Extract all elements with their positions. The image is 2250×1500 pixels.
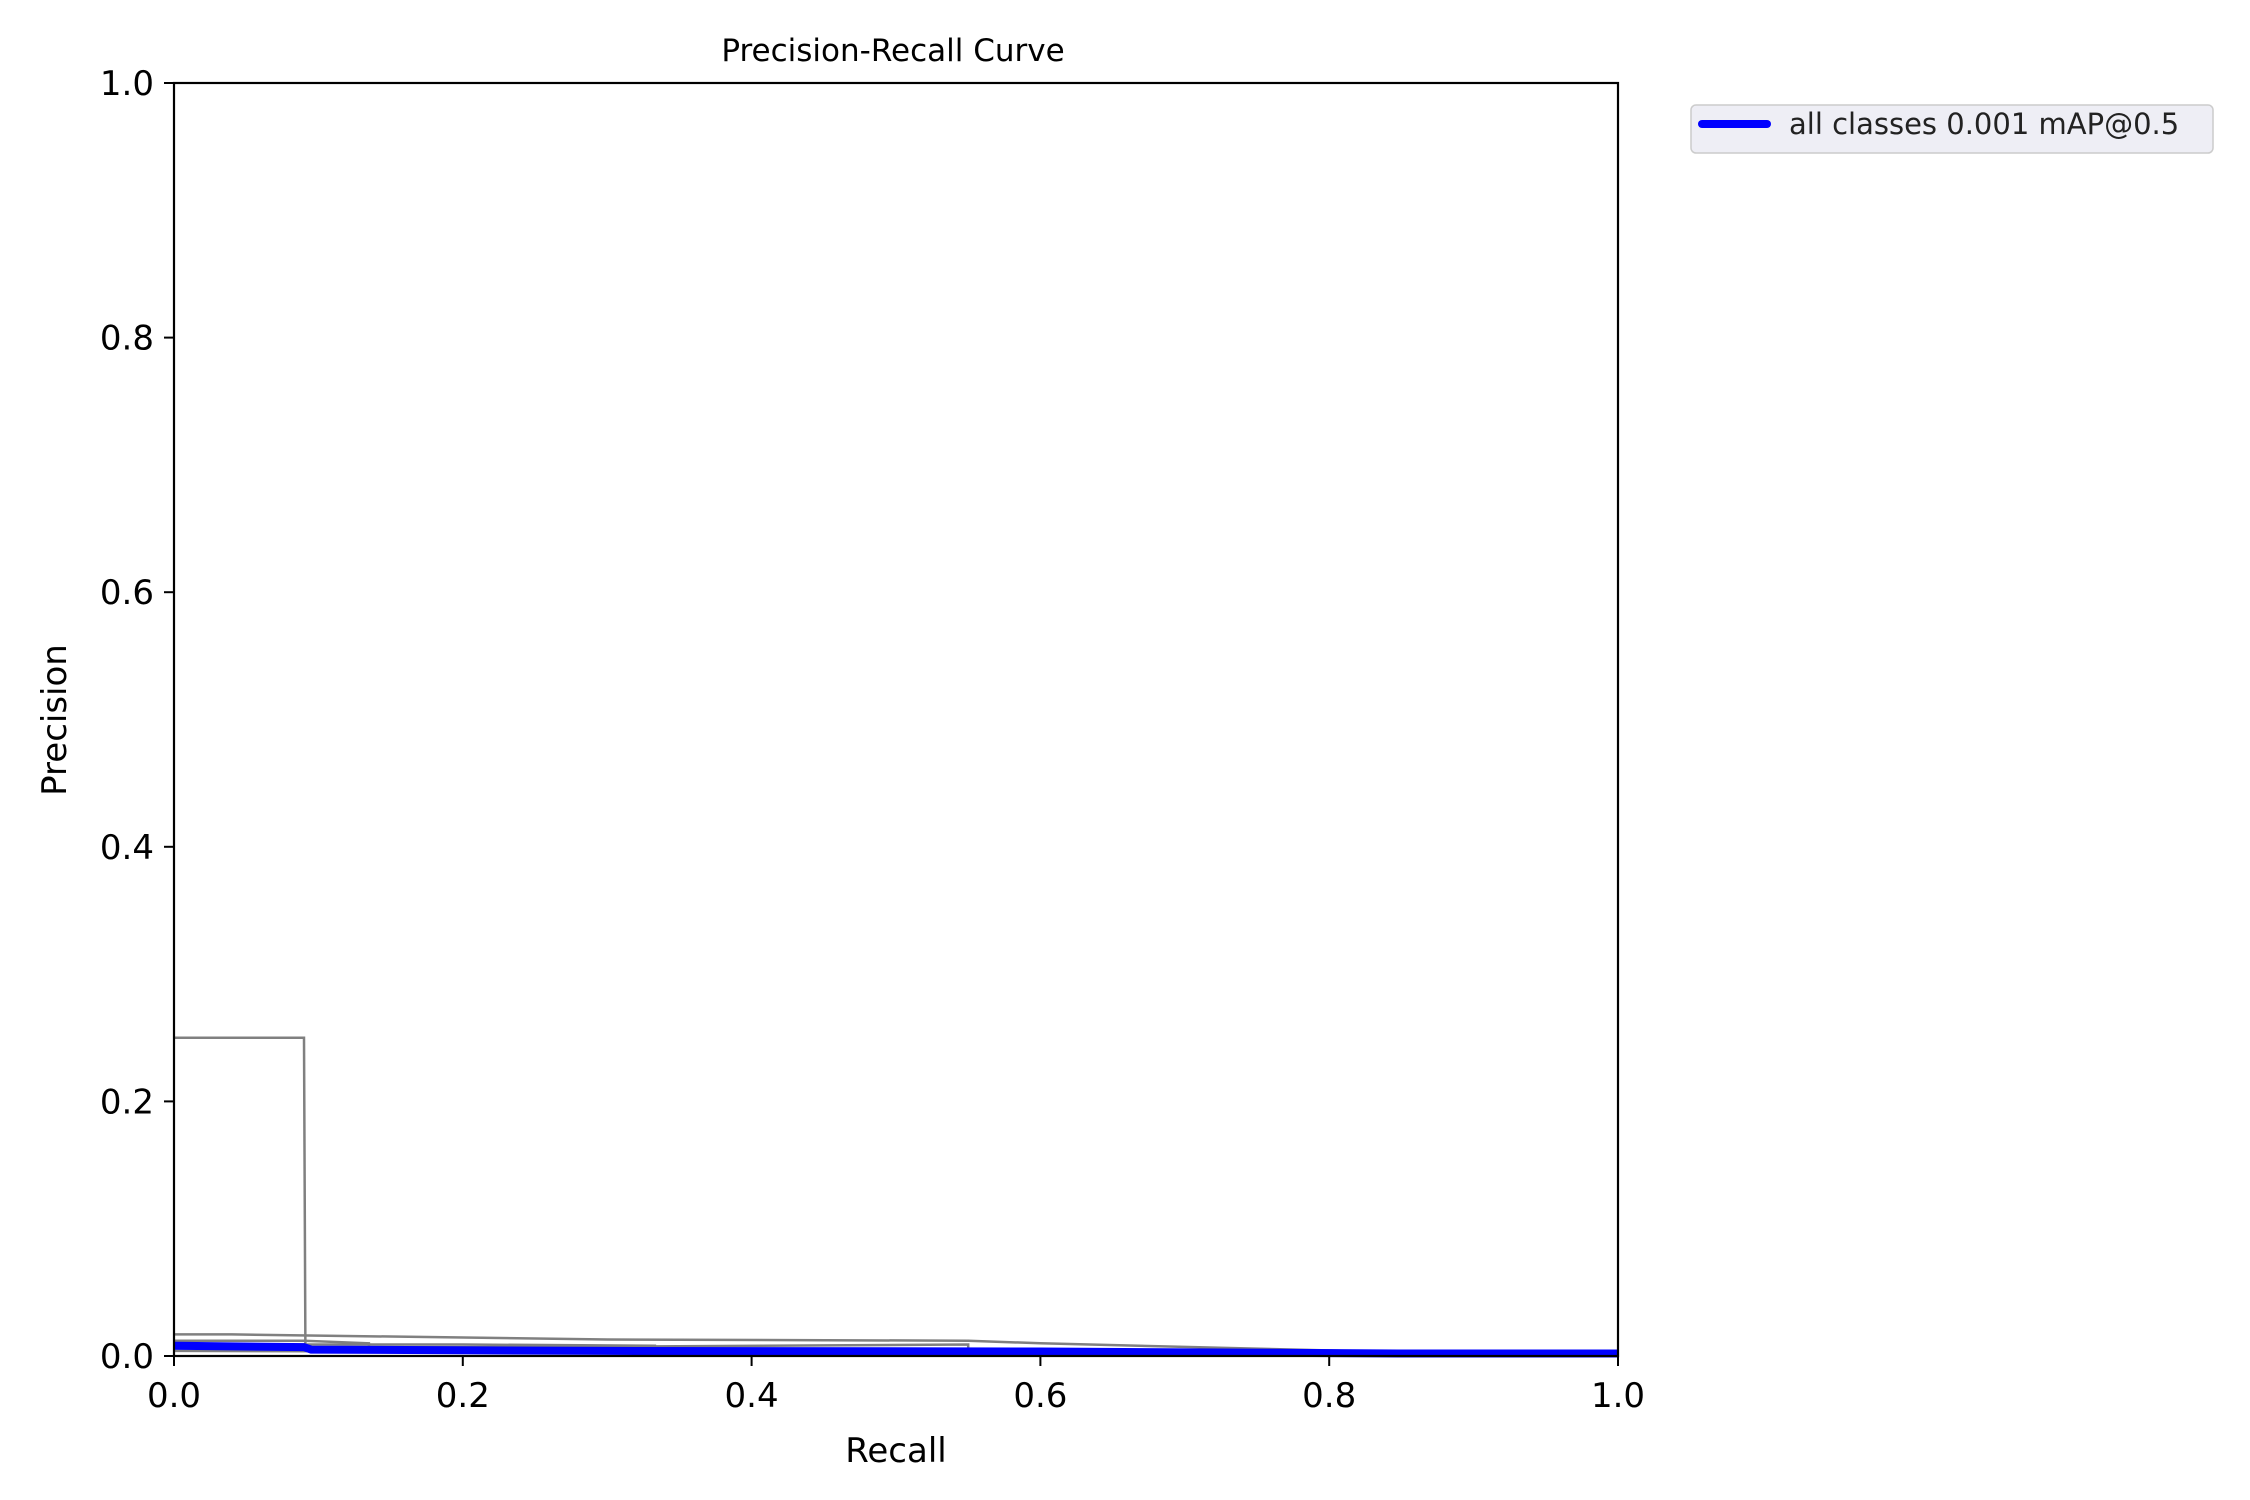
plot-area: [172, 81, 1620, 1358]
x-tick-label: 0.2: [436, 1376, 490, 1416]
y-axis-label: Precision: [35, 644, 75, 796]
chart-title: Precision-Recall Curve: [721, 33, 1064, 69]
y-tick-label: 0.2: [100, 1082, 154, 1122]
y-tick-label: 0.0: [100, 1337, 154, 1377]
y-tick-label: 0.6: [100, 573, 154, 613]
axes-frame: [172, 81, 1620, 1358]
x-tick-label: 0.6: [1013, 1376, 1067, 1416]
y-tick-label: 1.0: [100, 64, 154, 104]
y-tick-label: 0.8: [100, 319, 154, 359]
series-line-all-classes: [173, 1341, 1618, 1358]
x-tick-label: 0.0: [147, 1376, 201, 1416]
legend-box: [1690, 104, 2214, 154]
x-tick-label: 1.0: [1591, 1376, 1645, 1416]
x-axis-label: Recall: [845, 1431, 946, 1471]
y-axis: 0.0 0.2 0.4 0.6 0.8 1.0: [100, 64, 174, 1377]
legend: all classes 0.001 mAP@0.5: [1690, 104, 2214, 154]
y-tick-label: 0.4: [100, 828, 154, 868]
x-axis: 0.0 0.2 0.4 0.6 0.8 1.0: [147, 1356, 1645, 1416]
x-tick-label: 0.4: [725, 1376, 779, 1416]
x-tick-label: 0.8: [1302, 1376, 1356, 1416]
legend-entry-label: all classes 0.001 mAP@0.5: [1789, 107, 2179, 141]
